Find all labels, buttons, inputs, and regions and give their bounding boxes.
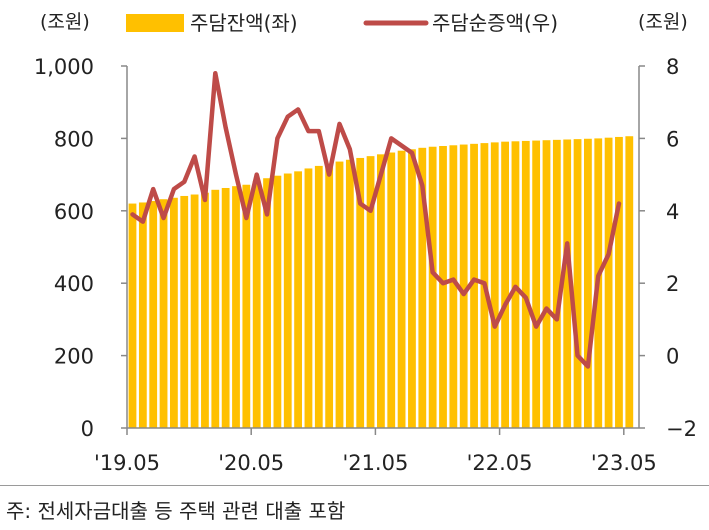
balance-bar [387,152,396,428]
right-tick-label: −2 [666,417,697,441]
balance-bar [314,165,323,428]
balance-bar [201,192,209,428]
left-tick-labels: 0 200 400 600 800 1,000 [34,55,127,441]
balance-bar [252,181,261,428]
balance-bar [149,201,158,428]
net-increase-line-layer [130,70,622,369]
balance-bar [563,139,572,429]
left-tick-label: 0 [81,417,94,441]
legend: 주담잔액(좌) 주담순증액(우) [126,11,558,35]
left-unit-label: (조원) [40,11,90,33]
balance-bar [273,175,282,428]
balance-bar [170,197,178,428]
left-tick-label: 200 [54,345,94,369]
balance-bar [604,137,613,428]
balance-bar [532,140,541,428]
balance-bar [325,163,334,429]
balance-bar [542,140,551,428]
legend-bar-swatch [126,14,184,32]
x-tick-label: '23.05 [591,451,657,475]
legend-line-label: 주담순증액(우) [432,11,558,35]
balance-bar [345,159,354,428]
balance-bar [242,184,251,428]
balance-bar [211,189,220,428]
balance-bar [294,171,302,428]
balance-bar [501,141,509,428]
balance-bar [397,150,406,428]
balance-bar [408,149,416,428]
x-tick-label: '20.05 [218,451,284,475]
note-divider [0,485,709,486]
balance-bar [128,203,137,428]
balance-bar [263,178,271,428]
left-tick-label: 800 [54,127,94,151]
balance-bar [584,138,592,428]
right-unit-label: (조원) [638,11,688,33]
balance-bar [459,144,468,429]
balance-bar [180,195,189,428]
x-tick-label: '19.05 [94,451,160,475]
left-tick-label: 1,000 [34,55,94,79]
right-tick-label: 4 [666,200,679,224]
left-tick-label: 600 [54,200,94,224]
balance-bar [573,139,582,428]
balance-bar [377,154,385,428]
balance-bar [283,173,292,428]
right-tick-label: 6 [666,127,679,151]
balance-bar [490,142,499,428]
footnote: 주: 전세자금대출 등 주택 관련 대출 포함 [6,499,346,523]
net-increase-line [130,70,622,369]
balance-bar [449,145,458,428]
balance-bar [470,143,478,428]
balance-bar [418,147,427,428]
right-tick-labels: −2 0 2 4 6 8 [639,55,697,441]
x-tick-labels: '19.05 '20.05 '21.05 '22.05 '23.05 [94,428,657,475]
x-tick-label: '21.05 [342,451,408,475]
balance-bar [615,136,623,428]
balance-bar [335,161,344,428]
balance-bar [428,146,437,429]
axes [126,66,640,429]
left-tick-label: 400 [54,272,94,296]
balance-bar [221,187,230,428]
x-tick-label: '22.05 [467,451,533,475]
balance-bar [439,146,447,428]
balance-bar [190,194,199,428]
right-tick-label: 2 [666,272,679,296]
balance-bar [138,202,147,428]
balance-bar [356,157,365,428]
balance-bar [304,168,313,428]
balance-bar [232,186,240,428]
right-tick-label: 8 [666,55,679,79]
balance-bar [159,199,168,428]
balance-bar [552,139,561,428]
balance-bar [521,140,530,428]
balance-bar [625,136,634,429]
right-tick-label: 0 [666,345,679,369]
balance-bar [366,156,375,428]
legend-bar-label: 주담잔액(좌) [190,11,298,35]
